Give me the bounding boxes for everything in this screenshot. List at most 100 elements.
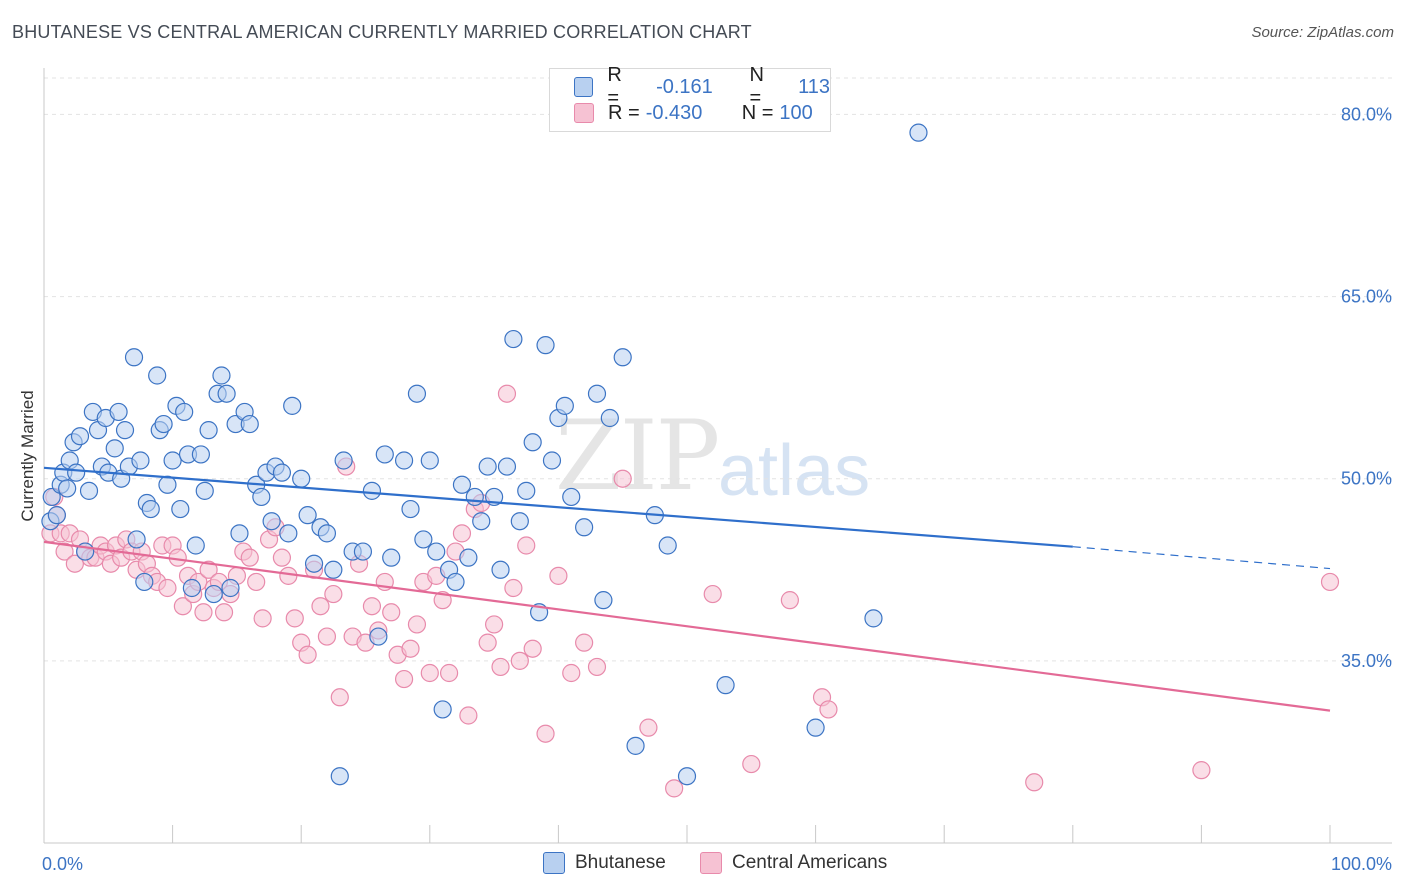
data-point-bhutanese: [204, 584, 223, 604]
legend-row-bhutanese: R = -0.161 N = 113: [574, 64, 830, 109]
data-point-bhutanese: [491, 560, 510, 579]
data-point-central-americans: [362, 597, 382, 616]
data-point-central-americans: [703, 584, 722, 604]
data-point-bhutanese: [298, 506, 317, 525]
data-point-bhutanese: [262, 512, 281, 531]
data-point-bhutanese: [186, 536, 205, 555]
data-point-central-americans: [401, 639, 420, 658]
axes: [43, 68, 1392, 844]
data-point-bhutanese: [217, 384, 236, 403]
data-point-central-americans: [549, 566, 568, 585]
data-point-central-americans: [497, 384, 517, 403]
data-point-central-americans: [55, 542, 74, 561]
legend-label-bhutanese: Bhutanese: [575, 852, 666, 873]
data-point-bhutanese: [536, 336, 555, 355]
data-point-bhutanese: [230, 524, 249, 543]
data-point-central-americans: [407, 615, 427, 634]
data-point-central-americans: [158, 578, 177, 598]
data-point-bhutanese: [58, 479, 77, 498]
data-point-central-americans: [510, 651, 529, 670]
legend-r-value: -0.430: [645, 101, 703, 124]
data-point-bhutanese: [864, 609, 883, 628]
watermark-atlas: atlas: [718, 431, 871, 511]
data-point-bhutanese: [504, 329, 523, 349]
data-point-bhutanese: [47, 506, 66, 525]
data-point-bhutanese: [154, 414, 173, 434]
data-point-central-americans: [504, 578, 523, 598]
data-point-bhutanese: [510, 512, 529, 531]
data-point-bhutanese: [182, 578, 201, 598]
tick-labels: 35.0% 50.0% 65.0% 80.0% 0.0% 100.0%: [42, 104, 1392, 874]
data-point-bhutanese: [324, 560, 343, 579]
data-point-central-americans: [780, 591, 799, 610]
correlation-legend: R = -0.161 N = 113 R = -0.430 N = 100: [549, 64, 831, 132]
data-point-central-americans: [536, 724, 555, 743]
trend-line-bhutanese-extension: [1072, 546, 1331, 570]
data-point-central-americans: [1320, 572, 1340, 592]
legend-n-value: 113: [798, 75, 830, 98]
trend-lines: [43, 466, 1331, 712]
data-point-bhutanese: [523, 433, 542, 452]
y-tick-label: 50.0%: [1341, 469, 1392, 489]
data-point-central-americans: [459, 706, 478, 725]
data-point-central-americans: [199, 560, 218, 579]
bhutanese-points: [41, 123, 928, 786]
data-point-central-americans: [575, 633, 594, 652]
data-point-bhutanese: [283, 396, 302, 415]
data-point-bhutanese: [42, 487, 61, 507]
data-point-bhutanese: [472, 512, 491, 531]
data-point-bhutanese: [79, 481, 99, 500]
data-point-bhutanese: [135, 572, 154, 592]
legend-r-label: R =: [607, 64, 622, 109]
data-point-bhutanese: [279, 524, 298, 543]
data-point-central-americans: [742, 754, 761, 774]
legend-n-value: 100: [779, 101, 813, 124]
data-point-bhutanese: [141, 499, 160, 519]
data-point-central-americans: [298, 645, 317, 664]
legend-swatch-blue: [574, 77, 594, 97]
data-point-bhutanese: [334, 451, 353, 470]
legend-r-label: R =: [608, 101, 640, 124]
data-point-bhutanese: [613, 348, 632, 367]
data-point-bhutanese: [124, 348, 144, 367]
data-point-bhutanese: [594, 591, 613, 610]
data-point-bhutanese: [127, 530, 146, 549]
data-point-bhutanese: [575, 518, 594, 537]
data-point-bhutanese: [414, 530, 433, 549]
data-point-bhutanese: [191, 445, 210, 464]
data-point-central-americans: [317, 627, 337, 646]
data-point-bhutanese: [272, 463, 292, 482]
data-point-central-americans: [639, 718, 658, 737]
data-point-central-americans: [330, 688, 349, 707]
data-point-central-americans: [433, 591, 452, 610]
data-point-central-americans: [247, 572, 266, 592]
data-point-central-americans: [420, 663, 439, 683]
data-point-central-americans: [491, 657, 510, 677]
data-point-bhutanese: [252, 487, 271, 507]
data-point-bhutanese: [175, 402, 194, 422]
legend-swatch-pink: [700, 852, 722, 874]
data-point-bhutanese: [394, 451, 414, 470]
data-point-bhutanese: [433, 700, 452, 719]
data-point-bhutanese: [542, 451, 562, 470]
data-point-bhutanese: [369, 627, 388, 646]
data-point-bhutanese: [562, 487, 581, 507]
legend-item-central-americans: Central Americans: [700, 852, 887, 874]
data-point-bhutanese: [478, 457, 497, 476]
data-point-central-americans: [65, 554, 84, 573]
data-point-central-americans: [517, 536, 536, 555]
y-tick-label: 80.0%: [1341, 104, 1392, 124]
data-point-bhutanese: [67, 463, 86, 482]
data-point-bhutanese: [221, 578, 240, 598]
data-point-bhutanese: [212, 366, 231, 385]
data-point-bhutanese: [407, 384, 427, 403]
data-point-bhutanese: [401, 499, 420, 519]
data-point-central-americans: [279, 566, 298, 585]
data-point-bhutanese: [115, 421, 135, 440]
data-point-central-americans: [562, 663, 581, 683]
legend-n-label: N =: [741, 101, 774, 124]
y-tick-label: 35.0%: [1341, 651, 1392, 671]
data-point-bhutanese: [353, 542, 373, 561]
data-point-central-americans: [253, 609, 272, 628]
data-point-bhutanese: [131, 451, 150, 470]
